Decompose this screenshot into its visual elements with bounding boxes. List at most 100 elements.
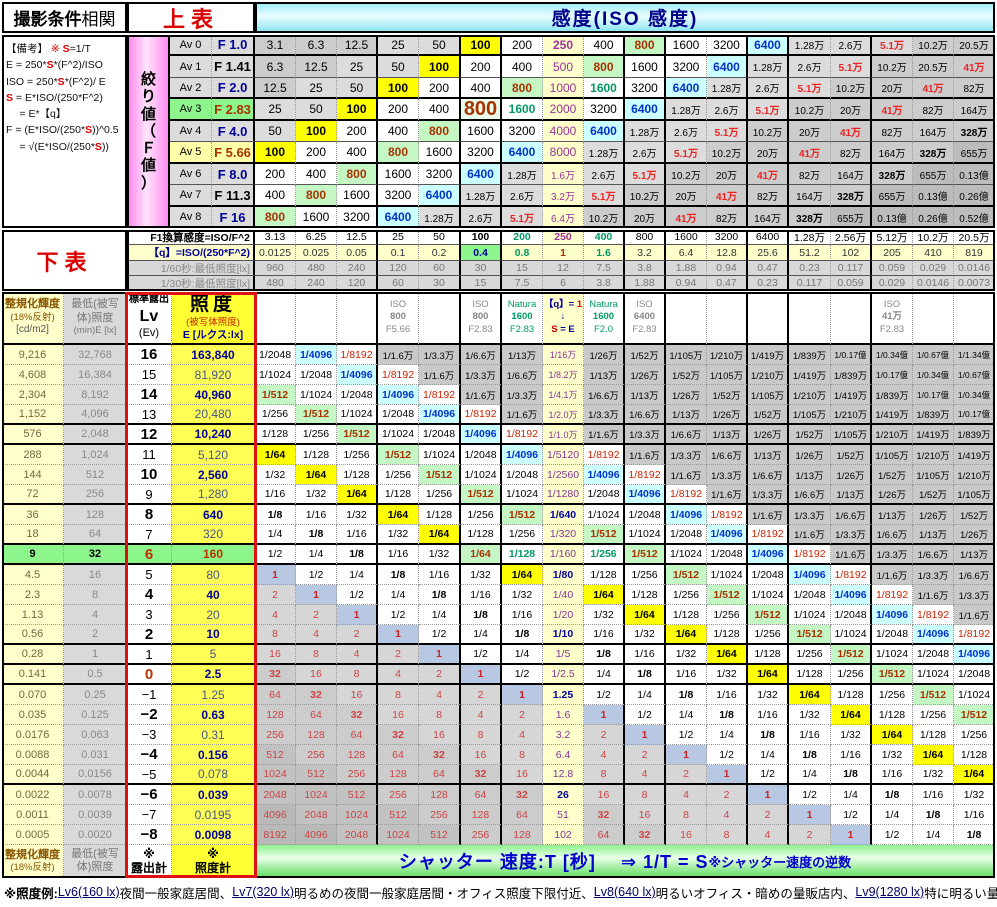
shutter-cell[interactable]: 1/13万 (625, 385, 666, 405)
iso-cell[interactable]: 20万 (625, 207, 666, 228)
iso-cell[interactable]: 41万 (954, 56, 995, 78)
shutter-cell[interactable]: 1/64 (337, 485, 378, 505)
shutter-cell[interactable]: 1/2 (255, 545, 296, 565)
mid-cell[interactable]: 30 (419, 276, 461, 291)
lv-example-link[interactable]: Lv7(320 lx) (232, 885, 295, 899)
shutter-cell[interactable]: 1/512 (337, 425, 378, 445)
min-illuminance-value[interactable]: 0.25 (64, 685, 127, 705)
shutter-cell[interactable]: 1/512 (584, 525, 625, 545)
shutter-cell[interactable]: 1/256 (419, 485, 461, 505)
mid-cell[interactable]: 205 (872, 245, 913, 261)
lv-value[interactable]: 16 (127, 345, 172, 365)
shutter-cell[interactable]: 1/16 (872, 765, 913, 785)
iso-cell[interactable]: 0.52億 (954, 207, 995, 228)
iso-cell[interactable]: 800 (296, 185, 337, 207)
shutter-cell[interactable]: 1/80 (543, 565, 584, 585)
shutter-cell[interactable]: 1/1.6万 (748, 505, 789, 525)
iso-cell[interactable]: 6400 (748, 35, 789, 56)
luminance-value[interactable]: 72 (2, 485, 64, 505)
iso-cell[interactable]: 400 (296, 164, 337, 185)
shutter-cell[interactable]: 1/13万 (584, 365, 625, 385)
iso-cell[interactable]: 1.28万 (625, 121, 666, 142)
shutter-cell[interactable]: 2 (502, 705, 543, 725)
shutter-cell[interactable]: 1/32 (255, 465, 296, 485)
shutter-cell[interactable]: 1/8 (296, 525, 337, 545)
mid-cell[interactable]: 15 (502, 261, 543, 276)
iso-cell[interactable]: 164万 (954, 99, 995, 121)
iso-cell[interactable]: 5.1万 (502, 207, 543, 228)
lv-value[interactable]: 14 (127, 385, 172, 405)
iso-cell[interactable]: 0.26億 (954, 185, 995, 207)
iso-cell[interactable]: 20万 (872, 78, 913, 99)
illuminance-e-value[interactable]: 0.078 (172, 765, 255, 785)
iso-cell[interactable]: 82万 (789, 164, 831, 185)
min-illuminance-value[interactable]: 0.0156 (64, 765, 127, 785)
iso-cell[interactable]: 6400 (707, 56, 748, 78)
iso-cell[interactable]: 41万 (748, 164, 789, 185)
shutter-cell[interactable]: 1/16 (502, 605, 543, 625)
iso-cell[interactable]: 10.2万 (831, 78, 872, 99)
mid-cell[interactable]: 1 (543, 245, 584, 261)
min-illuminance-value[interactable]: 8,192 (64, 385, 127, 405)
shutter-cell[interactable]: 1/512 (625, 545, 666, 565)
min-illuminance-value[interactable]: 128 (64, 505, 127, 525)
shutter-cell[interactable]: 1/6.6万 (872, 525, 913, 545)
shutter-cell[interactable]: 1/839万 (789, 345, 831, 365)
iso-cell[interactable]: 328万 (789, 207, 831, 228)
illuminance-e-value[interactable]: 20,480 (172, 405, 255, 425)
iso-cell[interactable]: 50 (337, 78, 378, 99)
iso-cell[interactable]: 164万 (913, 121, 954, 142)
shutter-cell[interactable]: 1/8192 (831, 565, 872, 585)
shutter-cell[interactable]: 256 (461, 825, 502, 845)
shutter-cell[interactable]: 1/2048 (748, 565, 789, 585)
shutter-cell[interactable]: 32 (378, 725, 419, 745)
lv-value[interactable]: 7 (127, 525, 172, 545)
shutter-cell[interactable]: 1 (296, 585, 337, 605)
iso-cell[interactable]: 10.2万 (789, 99, 831, 121)
iso-cell[interactable]: 6400 (625, 99, 666, 121)
min-illuminance-value[interactable]: 0.063 (64, 725, 127, 745)
shutter-cell[interactable]: 1/419万 (831, 385, 872, 405)
shutter-cell[interactable]: 1/210万 (872, 425, 913, 445)
f-number[interactable]: F 8.0 (212, 164, 255, 185)
shutter-cell[interactable]: 1/6.6万 (707, 445, 748, 465)
iso-cell[interactable]: 2.6万 (831, 35, 872, 56)
shutter-cell[interactable]: 2 (461, 685, 502, 705)
shutter-cell[interactable]: 1/256 (255, 405, 296, 425)
iso-cell[interactable]: 25 (255, 99, 296, 121)
shutter-cell[interactable]: 16 (419, 725, 461, 745)
iso-cell[interactable]: 1.28万 (666, 99, 707, 121)
shutter-cell[interactable]: 1/210万 (913, 445, 954, 465)
shutter-cell[interactable]: 1/8192 (584, 445, 625, 465)
iso-cell[interactable]: 2.6万 (502, 185, 543, 207)
f-number[interactable]: F 16 (212, 207, 255, 228)
mid-cell[interactable]: 0.8 (502, 245, 543, 261)
iso-cell[interactable]: 20.5万 (954, 35, 995, 56)
iso-cell[interactable]: 10.2万 (625, 185, 666, 207)
iso-cell[interactable]: 25 (378, 35, 419, 56)
shutter-cell[interactable]: 1/128 (748, 645, 789, 665)
shutter-cell[interactable]: 1/8192 (378, 365, 419, 385)
shutter-cell[interactable]: 51 (543, 805, 584, 825)
shutter-cell[interactable]: 64 (419, 765, 461, 785)
shutter-cell[interactable]: 1/3.3万 (666, 445, 707, 465)
shutter-cell[interactable]: 2 (337, 625, 378, 645)
lv-value[interactable]: 4 (127, 585, 172, 605)
iso-cell[interactable]: 6.3 (296, 35, 337, 56)
shutter-cell[interactable]: 1 (666, 745, 707, 765)
shutter-cell[interactable]: 1/320 (543, 525, 584, 545)
mid-cell[interactable]: 3.8 (584, 276, 625, 291)
shutter-cell[interactable]: 1/3.3万 (461, 365, 502, 385)
shutter-cell[interactable]: 1/640 (543, 505, 584, 525)
shutter-cell[interactable]: 1/26万 (625, 365, 666, 385)
lv-example-link[interactable]: Lv8(640 lx) (593, 885, 656, 899)
shutter-cell[interactable]: 1/8 (419, 585, 461, 605)
luminance-value[interactable]: 0.28 (2, 645, 64, 665)
shutter-cell[interactable]: 1/4 (831, 785, 872, 805)
shutter-cell[interactable]: 1/32 (789, 705, 831, 725)
mid-cell[interactable]: 0.117 (831, 261, 872, 276)
shutter-cell[interactable]: 64 (255, 685, 296, 705)
shutter-cell[interactable]: 1/64 (748, 665, 789, 685)
shutter-cell[interactable]: 1/52万 (748, 405, 789, 425)
shutter-cell[interactable]: 1/8.2万 (543, 365, 584, 385)
